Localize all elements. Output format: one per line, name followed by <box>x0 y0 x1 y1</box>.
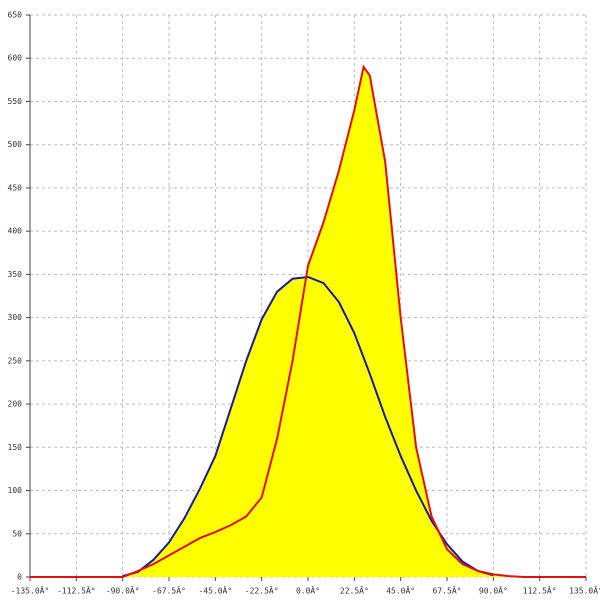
y-tick-label: 550 <box>8 97 23 106</box>
y-tick-label: 0 <box>17 573 22 582</box>
y-tick-label: 200 <box>8 400 23 409</box>
y-tick-label: 650 <box>8 11 23 20</box>
x-tick-label: -45.0Â° <box>198 585 232 596</box>
y-tick-label: 400 <box>8 227 23 236</box>
y-tick-label: 250 <box>8 356 23 365</box>
x-tick-label: -135.0Â° <box>11 585 50 596</box>
x-tick-label: 90.0Â° <box>479 585 508 596</box>
x-tick-label: 22.5Â° <box>340 585 369 596</box>
x-tick-label: -22.5Â° <box>245 585 279 596</box>
x-tick-label: -67.5Â° <box>152 585 186 596</box>
x-tick-label: 0.0Â° <box>296 585 320 596</box>
y-tick-label: 450 <box>8 183 23 192</box>
x-tick-label: -90.0Â° <box>106 585 140 596</box>
y-tick-label: 350 <box>8 270 23 279</box>
area-fill <box>30 66 586 577</box>
x-tick-label: 67.5Â° <box>433 585 462 596</box>
y-tick-label: 600 <box>8 54 23 63</box>
x-tick-label: -112.5Â° <box>57 585 96 596</box>
y-tick-label: 150 <box>8 443 23 452</box>
series-line <box>30 64 586 578</box>
x-tick-label: 135.0Â° <box>569 585 600 596</box>
x-tick-label: 112.5Â° <box>523 585 557 596</box>
y-tick-label: 50 <box>12 529 22 538</box>
series-line <box>122 275 494 578</box>
y-tick-label: 100 <box>8 486 23 495</box>
x-tick-label: 45.0Â° <box>386 585 415 596</box>
y-tick-label: 300 <box>8 313 23 322</box>
y-tick-label: 500 <box>8 140 23 149</box>
